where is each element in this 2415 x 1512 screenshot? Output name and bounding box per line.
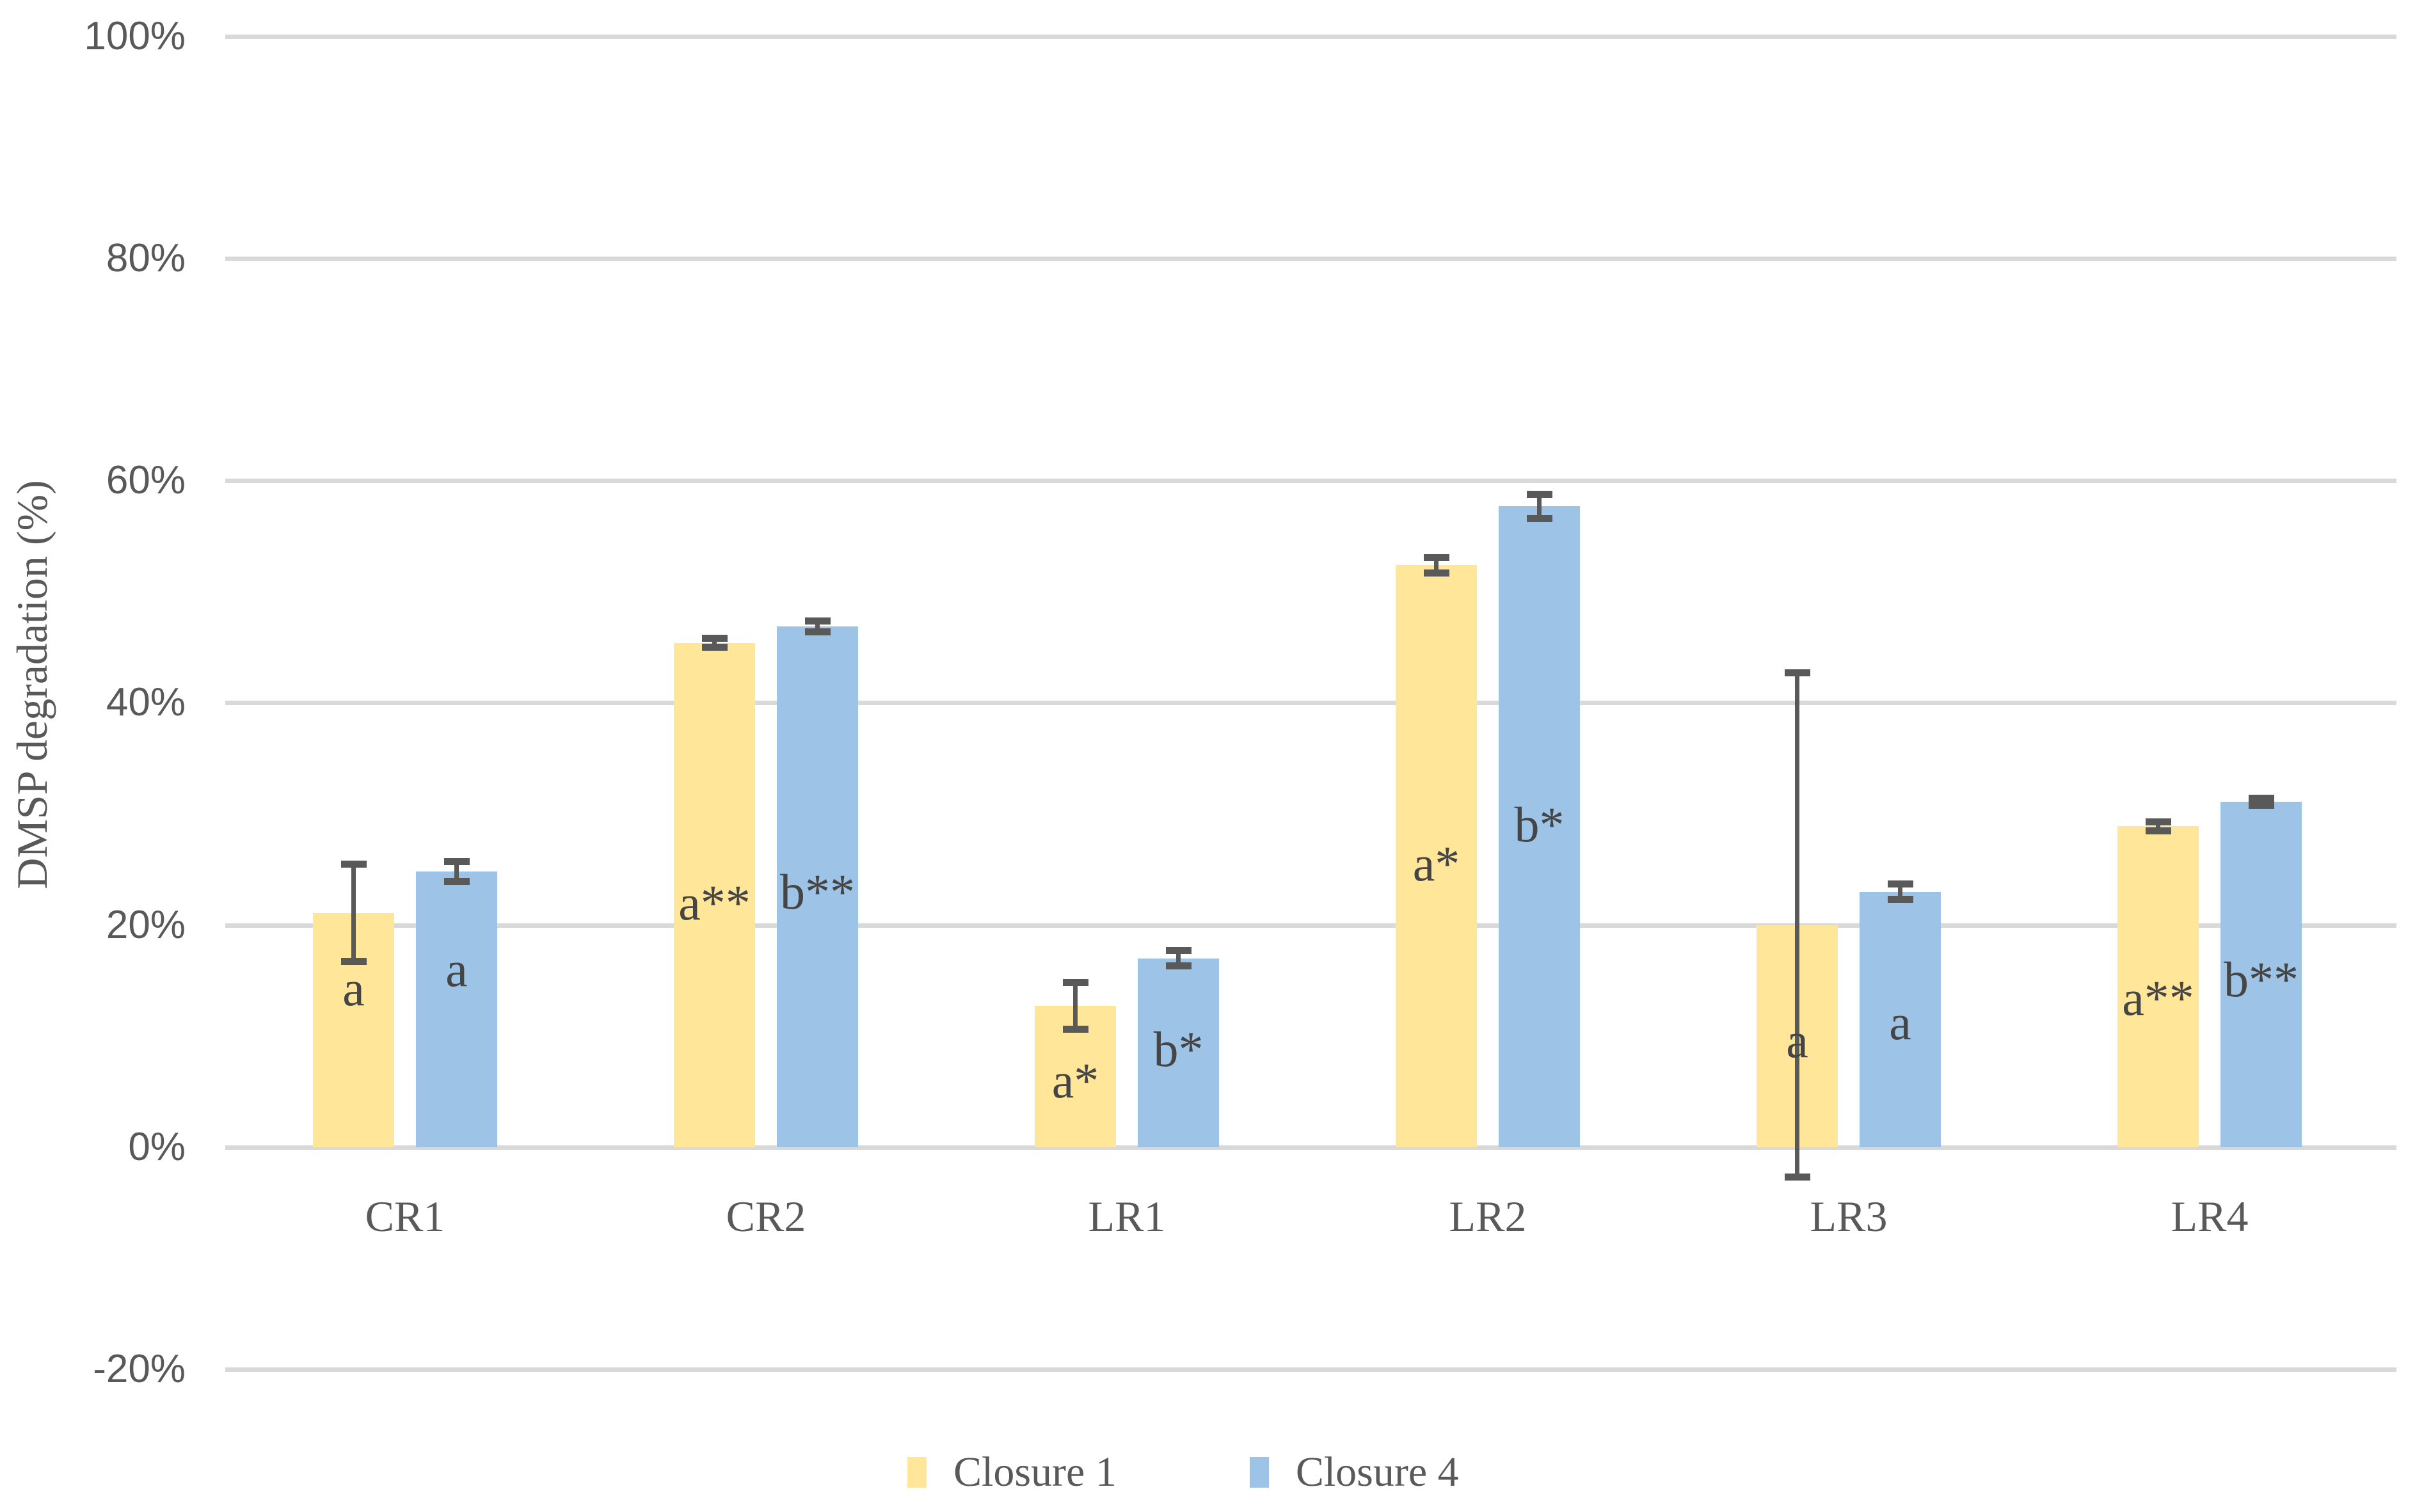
- error-bar: [1795, 672, 1799, 1177]
- bar-closure-4: [2220, 801, 2302, 1147]
- bar-significance-label: a: [1889, 994, 1911, 1051]
- error-bar-cap: [1423, 553, 1449, 561]
- error-bar-cap: [1165, 947, 1192, 955]
- x-axis-tick-label: LR3: [1810, 1192, 1888, 1241]
- error-bar: [1434, 557, 1439, 573]
- y-axis-tick-label: 0%: [128, 1124, 186, 1169]
- legend-label: Closure 1: [953, 1449, 1117, 1495]
- legend-item-closure-4: Closure 4: [1249, 1449, 1459, 1495]
- error-bar: [1898, 884, 1902, 900]
- x-axis-tick-label: LR4: [2171, 1192, 2249, 1241]
- error-bar-cap: [701, 644, 728, 651]
- error-bar: [1176, 950, 1181, 966]
- y-axis-tick-label: 20%: [106, 902, 186, 947]
- gridline: [225, 1145, 2396, 1150]
- legend-item-closure-1: Closure 1: [907, 1451, 1117, 1493]
- gridline: [225, 701, 2396, 706]
- gridline: [225, 479, 2396, 484]
- bar-closure-1: [674, 642, 755, 1147]
- bar-significance-label: b**: [2224, 951, 2299, 1007]
- gridline: [225, 923, 2396, 928]
- error-bar: [815, 621, 820, 632]
- legend-spacer: [1145, 1472, 1222, 1473]
- legend-label: Closure 4: [1295, 1449, 1459, 1495]
- y-axis-tick-label: 80%: [106, 236, 186, 281]
- bar-significance-label: a**: [2122, 970, 2194, 1026]
- error-bar-cap: [443, 878, 470, 886]
- x-axis-tick-label: LR1: [1088, 1192, 1166, 1241]
- bar-significance-label: a*: [1412, 836, 1460, 892]
- gridline: [225, 1367, 2396, 1372]
- error-bar-cap: [1784, 1174, 1810, 1181]
- bar-significance-label: b**: [780, 863, 855, 919]
- error-bar-cap: [1062, 1026, 1088, 1033]
- error-bar: [1537, 494, 1542, 519]
- y-axis-tick-label: 60%: [106, 458, 186, 503]
- closure-4-swatch-icon: [1249, 1457, 1269, 1488]
- bar-closure-4: [1860, 891, 1941, 1147]
- error-bar-cap: [1423, 569, 1449, 577]
- error-bar-cap: [340, 860, 367, 868]
- error-bar-cap: [2145, 818, 2171, 825]
- error-bar-cap: [1887, 896, 1913, 903]
- x-axis-tick-label: CR1: [365, 1192, 445, 1241]
- y-axis-tick-label: 40%: [106, 680, 186, 725]
- gridline: [225, 35, 2396, 39]
- bar-significance-label: a: [342, 960, 365, 1016]
- error-bar-cap: [1887, 880, 1913, 887]
- error-bar-cap: [804, 628, 831, 635]
- error-bar-cap: [804, 617, 831, 625]
- bar-closure-4: [416, 871, 497, 1147]
- error-bar: [2156, 822, 2160, 831]
- error-bar-cap: [1784, 669, 1810, 677]
- error-bar: [454, 861, 459, 882]
- y-axis-tick-label: -20%: [93, 1346, 186, 1391]
- bar-closure-1: [2117, 826, 2199, 1147]
- bar-significance-label: b*: [1153, 1021, 1204, 1078]
- bar-significance-label: a**: [678, 874, 751, 930]
- bar-closure-4: [1138, 958, 1219, 1147]
- bar-closure-1: [1396, 565, 1477, 1147]
- bar-significance-label: a*: [1051, 1052, 1099, 1108]
- error-bar-cap: [1165, 962, 1192, 970]
- error-bar-cap: [2248, 795, 2274, 802]
- error-bar: [351, 864, 356, 962]
- error-bar-cap: [443, 858, 470, 866]
- error-bar-cap: [2248, 801, 2274, 809]
- closure-1-swatch-icon: [907, 1457, 927, 1488]
- bar-significance-label: b*: [1514, 797, 1565, 853]
- y-axis-tick-label: 100%: [84, 14, 186, 58]
- gridline: [225, 257, 2396, 262]
- legend: Closure 1 Closure 4: [907, 1451, 1459, 1493]
- error-bar-cap: [1062, 979, 1088, 987]
- bar-significance-label: a: [445, 941, 468, 998]
- error-bar: [712, 638, 717, 648]
- error-bar-cap: [2145, 827, 2171, 834]
- bar-closure-4: [1499, 506, 1580, 1147]
- x-axis-tick-label: CR2: [726, 1192, 806, 1241]
- error-bar-cap: [340, 958, 367, 966]
- bar-significance-label: a: [1786, 1012, 1808, 1069]
- x-axis-tick-label: LR2: [1449, 1192, 1527, 1241]
- error-bar: [1073, 982, 1078, 1030]
- error-bar-cap: [1526, 490, 1552, 498]
- bar-closure-4: [777, 626, 858, 1147]
- error-bar-cap: [1526, 514, 1552, 522]
- error-bar-cap: [701, 635, 728, 642]
